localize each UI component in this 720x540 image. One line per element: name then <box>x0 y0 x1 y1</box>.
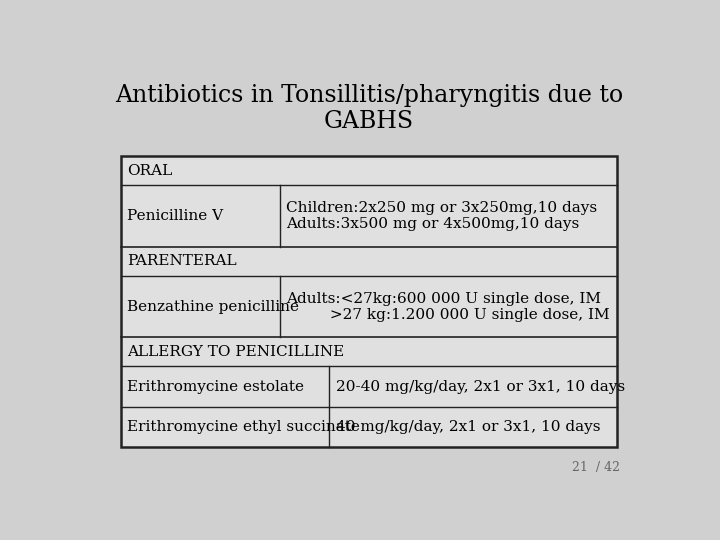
Text: Erithromycine estolate: Erithromycine estolate <box>127 380 305 394</box>
Text: Erithromycine ethyl succinate: Erithromycine ethyl succinate <box>127 420 360 434</box>
Text: ALLERGY TO PENICILLINE: ALLERGY TO PENICILLINE <box>127 345 345 359</box>
Text: 21  / 42: 21 / 42 <box>572 461 620 474</box>
FancyBboxPatch shape <box>121 156 617 447</box>
Text: 20-40 mg/kg/day, 2x1 or 3x1, 10 days: 20-40 mg/kg/day, 2x1 or 3x1, 10 days <box>336 380 625 394</box>
Text: ORAL: ORAL <box>127 164 173 178</box>
Text: Penicilline V: Penicilline V <box>127 209 223 223</box>
Text: 40 mg/kg/day, 2x1 or 3x1, 10 days: 40 mg/kg/day, 2x1 or 3x1, 10 days <box>336 420 600 434</box>
Text: Antibiotics in Tonsillitis/pharyngitis due to
GABHS: Antibiotics in Tonsillitis/pharyngitis d… <box>115 84 623 133</box>
Text: Benzathine penicilline: Benzathine penicilline <box>127 300 300 314</box>
Text: Adults:<27kg:600 000 U single dose, IM
         >27 kg:1.200 000 U single dose, : Adults:<27kg:600 000 U single dose, IM >… <box>287 292 610 322</box>
Text: PARENTERAL: PARENTERAL <box>127 254 237 268</box>
Text: Children:2x250 mg or 3x250mg,10 days
Adults:3x500 mg or 4x500mg,10 days: Children:2x250 mg or 3x250mg,10 days Adu… <box>287 201 598 231</box>
